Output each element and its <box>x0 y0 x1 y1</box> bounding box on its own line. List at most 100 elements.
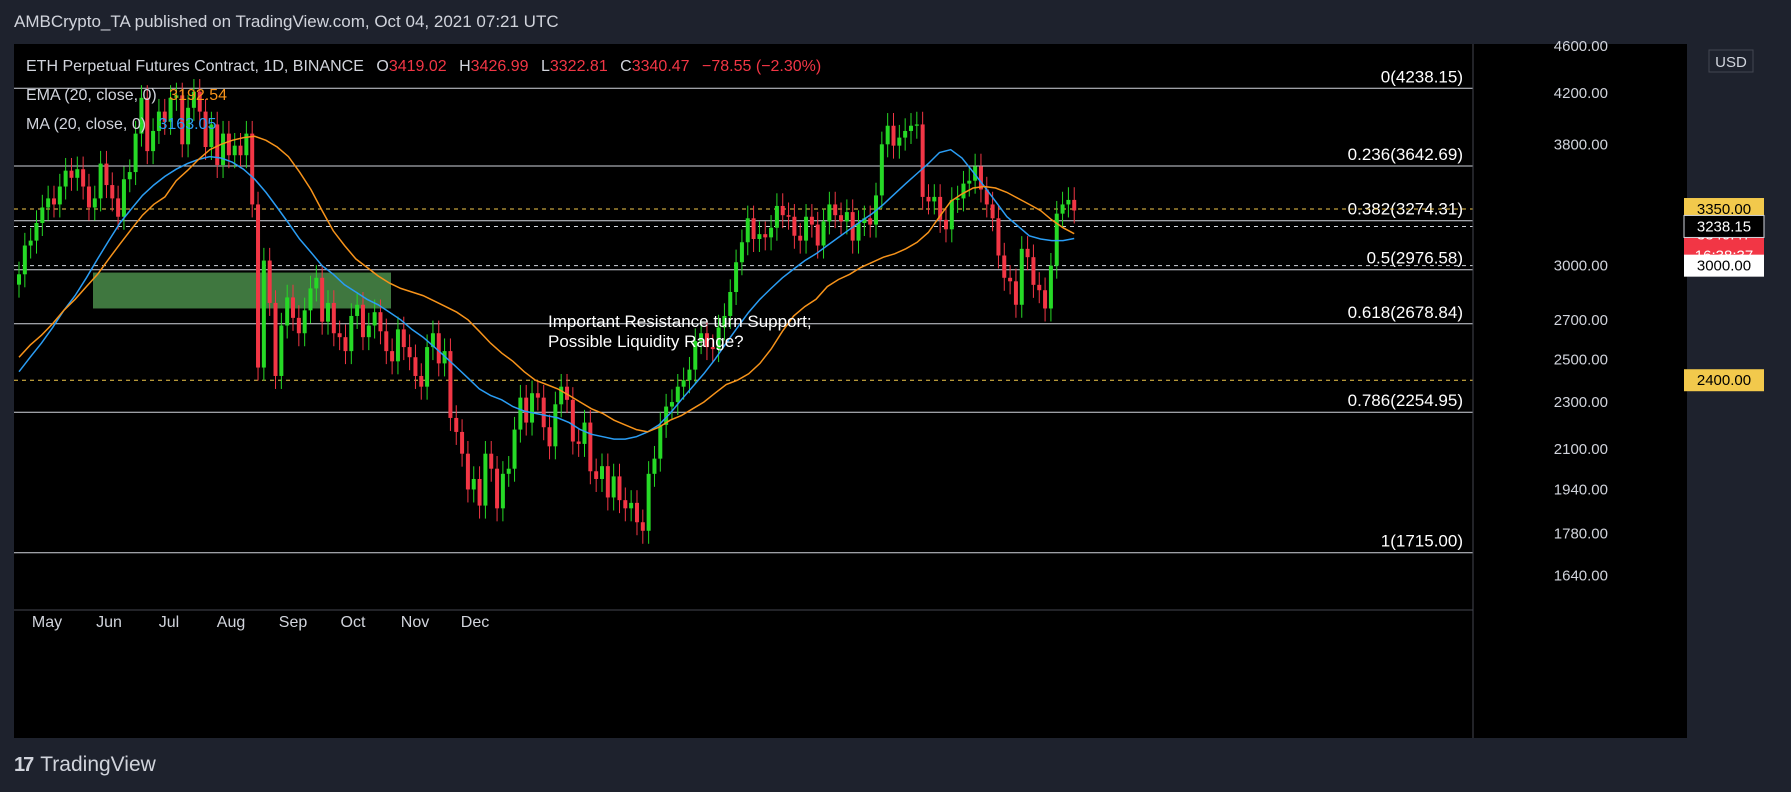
candle-body <box>932 196 937 202</box>
candle-body <box>238 145 243 156</box>
candle-body <box>320 277 325 322</box>
ema-row[interactable]: EMA (20, close, 0) 3192.54 <box>26 81 821 110</box>
candle-body <box>51 198 56 205</box>
candle-body <box>530 393 535 423</box>
fib-label: 0.382(3274.31) <box>1348 200 1463 219</box>
candle-body <box>640 522 645 531</box>
annotation-line-1: Important Resistance turn Support; <box>548 312 812 331</box>
candle-body <box>739 242 744 263</box>
candle-body <box>518 397 523 430</box>
candle-body <box>448 351 453 418</box>
candle-body <box>728 291 733 316</box>
candle-body <box>588 422 593 472</box>
candle-body <box>664 406 669 425</box>
candle-body <box>337 333 342 338</box>
candle-body <box>285 297 290 326</box>
candle-body <box>506 468 511 474</box>
candle-body <box>611 476 616 498</box>
candle-body <box>862 218 867 223</box>
time-axis[interactable]: May Jun Jul Aug Sep Oct Nov Dec <box>14 609 1473 631</box>
candle-body <box>693 341 698 370</box>
candle-body <box>1066 199 1071 205</box>
candle-body <box>209 124 214 148</box>
month-label: Sep <box>279 614 308 631</box>
candle-body <box>483 453 488 506</box>
candle-body <box>1013 281 1018 305</box>
month-label: Aug <box>217 614 245 631</box>
candle-body <box>302 310 307 334</box>
candle-body <box>291 297 296 318</box>
fib-label: 0(4238.15) <box>1381 67 1463 86</box>
indicator-lines <box>18 135 1075 440</box>
tradingview-brand[interactable]: 17 TradingView <box>14 753 156 777</box>
candle-body <box>745 218 750 243</box>
month-label: Nov <box>401 614 429 631</box>
candle-body <box>378 312 383 332</box>
chart-background <box>14 44 1687 738</box>
candle-body <box>22 245 27 275</box>
price-tag-text: 2400.00 <box>1697 372 1751 389</box>
candle-body <box>553 404 558 447</box>
candle-body <box>384 331 389 352</box>
month-label: May <box>32 614 62 631</box>
candle-body <box>559 386 564 405</box>
candle-body <box>215 124 220 165</box>
candle-body <box>879 144 884 196</box>
candle-body <box>938 196 943 220</box>
candle-body <box>419 375 424 387</box>
candle-body <box>535 393 540 398</box>
chart-legend: ETH Perpetual Futures Contract, 1D, BINA… <box>26 52 821 139</box>
open-value: 3419.02 <box>388 58 447 75</box>
price-tick-label: 2100.00 <box>1554 441 1608 458</box>
candle-body <box>844 212 849 222</box>
month-label: Oct <box>341 614 366 631</box>
candle-body <box>541 397 546 428</box>
candle-body <box>774 205 779 228</box>
candle-body <box>46 198 51 208</box>
candle-body <box>704 333 709 348</box>
candle-body <box>232 145 237 156</box>
candle-body <box>868 218 873 225</box>
candle-body <box>226 133 231 156</box>
candle-body <box>827 204 832 222</box>
price-tags: 3350.003340.4716:38:373238.153000.002400… <box>1683 198 1765 392</box>
candle-body <box>617 476 622 501</box>
ma-row[interactable]: MA (20, close, 0) 3163.05 <box>26 110 821 139</box>
candle-body <box>349 315 354 352</box>
candle-body <box>512 429 517 469</box>
candle-body <box>600 466 604 479</box>
candle-body <box>489 453 494 469</box>
candle-body <box>63 170 68 187</box>
candle-body <box>1025 248 1030 258</box>
close-label: C <box>620 58 632 75</box>
candle-body <box>1019 248 1024 305</box>
fib-label: 0.618(2678.84) <box>1348 303 1463 322</box>
candle-body <box>127 172 132 180</box>
candle-body <box>86 186 91 208</box>
currency-box <box>1708 49 1754 73</box>
price-tick-label: 2500.00 <box>1554 351 1608 368</box>
candle-body <box>477 478 482 506</box>
candle-body <box>1043 290 1048 309</box>
candle-body <box>407 347 412 358</box>
price-tag-text: 3350.00 <box>1697 201 1751 218</box>
candle-body <box>314 277 319 289</box>
candle-body <box>675 386 680 403</box>
candle-body <box>570 399 575 442</box>
candle-body <box>955 198 960 200</box>
candle-body <box>1048 265 1053 309</box>
candle-body <box>436 333 441 364</box>
change-value: −78.55 (−2.30%) <box>702 58 822 75</box>
candle-body <box>751 218 756 239</box>
price-tick-label: 4200.00 <box>1554 85 1608 102</box>
candle-body <box>471 478 476 490</box>
candle-body <box>792 216 797 236</box>
candle-body <box>769 227 774 238</box>
price-tick-label: 2700.00 <box>1554 312 1608 329</box>
price-axis[interactable]: 4600.00 4200.00 3800.00 3000.00 2700.00 2500.… <box>1472 38 1754 738</box>
candle-body <box>308 288 313 311</box>
ema-value: 3192.54 <box>169 87 228 104</box>
candle-body <box>28 240 33 246</box>
candle-body <box>500 473 505 509</box>
